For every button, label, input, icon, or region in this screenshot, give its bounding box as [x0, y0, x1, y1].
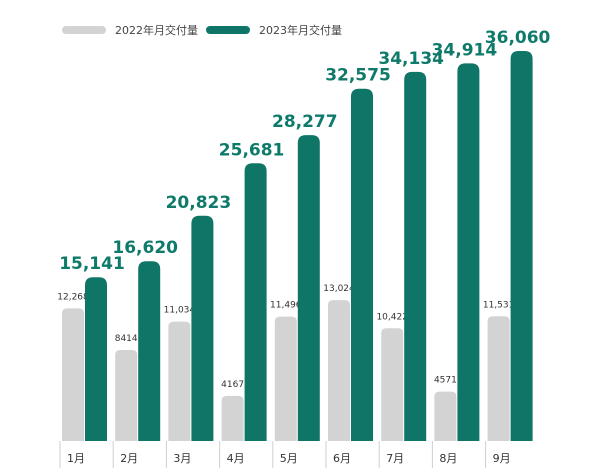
- legend-label-2023: 2023年月交付量: [259, 23, 342, 37]
- bar-2023-1: [85, 277, 107, 441]
- bar-2022-3: [168, 321, 191, 441]
- category-label-6: 6月: [333, 452, 351, 465]
- bar-2023-8: [457, 63, 480, 441]
- legend-label-2022: 2022年月交付量: [115, 23, 198, 37]
- bar-2022-7: [381, 328, 404, 441]
- category-label-8: 8月: [439, 452, 457, 465]
- data-label-2022-5: 11,496: [270, 301, 302, 311]
- data-label-2022-9: 11,531: [483, 300, 515, 310]
- data-label-2023-5: 28,277: [272, 112, 338, 132]
- legend-swatch-2022: [62, 26, 106, 34]
- bar-2022-6: [328, 300, 350, 441]
- data-label-2023-9: 36,060: [485, 28, 551, 48]
- bar-2023-4: [244, 163, 267, 441]
- category-label-3: 3月: [173, 452, 191, 465]
- bar-2022-1: [62, 308, 84, 441]
- category-axis: 1月 2月 3月 4月 5月 6月 7月 8月 9月: [59, 441, 511, 468]
- category-label-2: 2月: [120, 452, 138, 465]
- data-label-2023-7: 34,134: [378, 49, 444, 69]
- legend: 2022年月交付量 2023年月交付量: [62, 23, 342, 37]
- category-label-7: 7月: [386, 452, 404, 465]
- data-label-2022-7: 10,422: [376, 312, 408, 322]
- category-label-9: 9月: [493, 452, 511, 465]
- bars-group: 12,268 15,141 8414 16,620 11,034 20,823 4167 25…: [57, 28, 551, 441]
- bar-2022-2: [115, 350, 138, 441]
- data-label-2023-4: 25,681: [219, 140, 285, 160]
- bar-2023-5: [297, 135, 320, 441]
- bar-2022-4: [221, 395, 244, 441]
- data-label-2022-2: 8414: [115, 334, 138, 344]
- legend-swatch-2023: [206, 26, 250, 34]
- data-label-2023-3: 20,823: [166, 193, 232, 213]
- data-label-2022-3: 11,034: [164, 306, 196, 316]
- bar-2023-2: [138, 261, 161, 441]
- data-label-2023-8: 34,914: [432, 40, 498, 60]
- bar-2023-3: [191, 215, 214, 441]
- bar-2022-5: [274, 316, 297, 441]
- bar-2022-9: [487, 316, 510, 441]
- category-label-1: 1月: [67, 452, 85, 465]
- data-label-2023-2: 16,620: [112, 238, 178, 258]
- data-label-2022-4: 4167: [221, 380, 244, 390]
- data-label-2022-8: 4571: [434, 376, 457, 386]
- bar-2023-9: [510, 51, 533, 441]
- bar-2023-6: [351, 88, 373, 441]
- bar-2023-7: [404, 71, 427, 441]
- category-label-5: 5月: [280, 452, 298, 465]
- bar-2022-8: [434, 391, 457, 441]
- category-label-4: 4月: [227, 452, 245, 465]
- data-label-2022-6: 13,024: [323, 284, 355, 294]
- data-label-2023-6: 32,575: [325, 66, 391, 86]
- data-label-2022-1: 12,268: [57, 292, 89, 302]
- data-label-2023-1: 15,141: [59, 254, 125, 274]
